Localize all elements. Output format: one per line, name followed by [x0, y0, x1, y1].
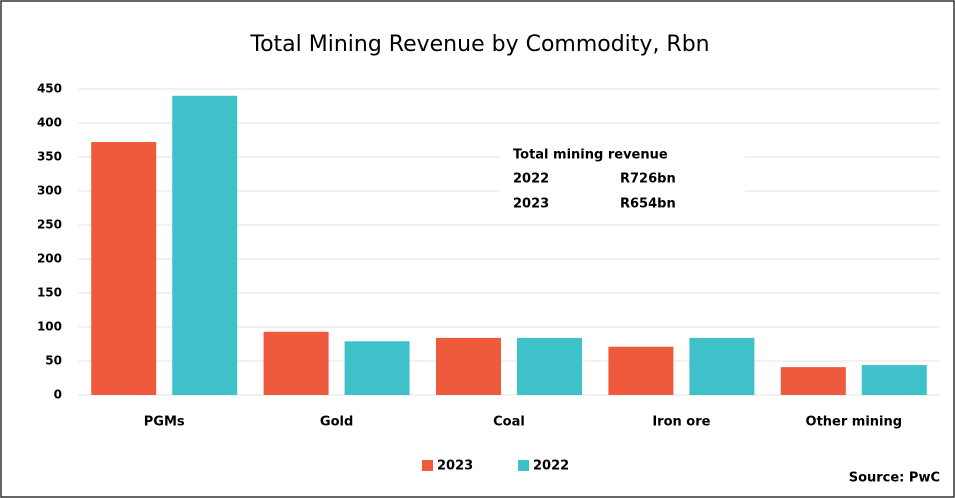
bar [780, 367, 846, 395]
annotation-year: 2023 [513, 197, 549, 212]
y-tick-label: 350 [37, 150, 62, 164]
bar [263, 331, 329, 395]
bar [689, 337, 755, 395]
y-tick-label: 200 [37, 252, 62, 266]
bar [344, 341, 410, 395]
y-tick-label: 250 [37, 218, 62, 232]
annotation-amount: R654bn [620, 197, 676, 212]
annotation-year: 2022 [513, 172, 549, 187]
x-tick-label: Gold [320, 415, 353, 430]
annotation-title: Total mining revenue [513, 148, 668, 163]
bar [436, 337, 501, 395]
y-tick-label: 50 [45, 354, 62, 368]
bars [91, 95, 927, 396]
y-tick-label: 400 [37, 116, 62, 130]
chart-title: Total Mining Revenue by Commodity, Rbn [249, 32, 709, 57]
bar [91, 142, 157, 395]
legend-label: 2022 [533, 459, 569, 474]
bar [172, 95, 238, 396]
bar [608, 346, 674, 395]
y-tick-label: 0 [54, 388, 62, 402]
y-tick-label: 300 [37, 184, 62, 198]
annotation-amount: R726bn [620, 172, 676, 187]
bar [517, 337, 582, 395]
x-tick-label: Iron ore [652, 415, 710, 430]
annotation-box [500, 140, 745, 220]
y-tick-label: 100 [37, 320, 62, 334]
y-tick-label: 450 [37, 82, 62, 96]
x-tick-label: Coal [493, 415, 525, 430]
bar [861, 365, 927, 395]
x-tick-label: Other mining [806, 415, 903, 430]
y-tick-label: 150 [37, 286, 62, 300]
legend-label: 2023 [437, 459, 473, 474]
source: Source: PwC [849, 471, 940, 486]
legend-swatch [518, 460, 529, 471]
legend-swatch [422, 460, 433, 471]
x-tick-label: PGMs [144, 415, 185, 430]
